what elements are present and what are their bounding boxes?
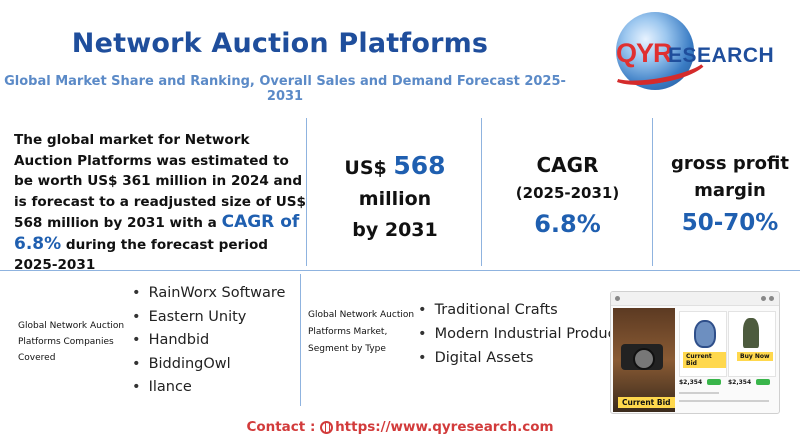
list-item: Traditional Crafts	[418, 298, 629, 322]
cagr-stat: CAGR (2025-2031) 6.8%	[485, 150, 650, 242]
stat-cagr-label: CAGR	[536, 153, 599, 177]
list-item: RainWorx Software	[132, 282, 286, 306]
globe-icon	[320, 421, 334, 434]
list-item: Handbid	[132, 329, 285, 353]
stat-margin-label-1: gross profit	[671, 153, 789, 174]
product-card: Buy Now	[728, 311, 776, 377]
contact-label: Contact :	[246, 419, 316, 435]
divider	[0, 270, 800, 271]
stat-cagr-value: 6.8%	[534, 210, 601, 238]
statue-icon	[743, 318, 759, 348]
text-line	[679, 392, 719, 394]
card-tag: Current Bid	[683, 352, 726, 368]
card-tag: Buy Now	[737, 352, 773, 361]
page-title: Network Auction Platforms	[71, 28, 489, 59]
qyresearch-logo: QYR ESEARCH	[608, 8, 800, 94]
segment-types-list: Traditional Crafts Modern Industrial Pro…	[418, 298, 629, 370]
stat-size-unit: million	[358, 188, 432, 210]
list-item: Digital Assets	[418, 346, 629, 370]
stat-size-year: by 2031	[352, 219, 438, 241]
list-item: BiddingOwl	[132, 353, 285, 377]
market-summary: The global market for Network Auction Pl…	[14, 130, 306, 276]
list-item: Eastern Unity	[132, 306, 285, 330]
globe-icon	[616, 12, 694, 90]
market-size-stat: US$ 568 million by 2031	[320, 150, 470, 246]
companies-label: Global Network Auction Platforms Compani…	[18, 321, 125, 363]
stat-size-value: 568	[393, 151, 446, 180]
stat-cagr-period: (2025-2031)	[515, 184, 620, 202]
summary-text: The global market for Network Auction Pl…	[14, 132, 307, 231]
page-subtitle: Global Market Share and Ranking, Overall…	[4, 74, 566, 104]
camera-lens-icon	[633, 348, 655, 370]
divider	[652, 118, 653, 266]
divider	[306, 118, 307, 266]
segment-label: Global Network Auction Platforms Market,…	[308, 310, 415, 354]
window-dot-icon	[769, 296, 774, 301]
hero-image: Current Bid	[613, 308, 675, 412]
window-dot-icon	[761, 296, 766, 301]
bid-button	[707, 379, 721, 385]
text-line	[679, 400, 769, 402]
gross-margin-stat: gross profit margin 50-70%	[660, 150, 800, 242]
hero-tag: Current Bid	[618, 397, 675, 408]
stat-size-prefix: US$	[344, 157, 387, 179]
logo-text-esearch: ESEARCH	[668, 44, 775, 67]
price-label: $2,354	[728, 379, 752, 386]
price-label: $2,354	[679, 379, 703, 386]
contact-line: Contact : https://www.qyresearch.com	[0, 419, 800, 435]
logo-text-qyr: QYR	[616, 38, 673, 68]
product-card: Current Bid	[679, 311, 727, 377]
bid-button	[756, 379, 770, 385]
summary-cagr-highlight: CAGR of 6.8%	[14, 212, 300, 254]
browser-bar	[611, 292, 779, 306]
auction-site-screenshot: Current Bid Current Bid Buy Now $2,354 $…	[610, 291, 780, 414]
stat-margin-label-2: margin	[694, 180, 766, 201]
divider	[300, 274, 301, 406]
vase-icon	[694, 320, 716, 348]
divider	[481, 118, 482, 266]
window-dot-icon	[615, 296, 620, 301]
stat-margin-value: 50-70%	[681, 210, 779, 236]
list-item: Modern Industrial Products	[418, 322, 629, 346]
contact-url[interactable]: https://www.qyresearch.com	[335, 419, 554, 435]
list-item: Ilance	[132, 376, 285, 400]
summary-text-end: during the forecast period 2025-2031	[14, 236, 269, 274]
companies-list: RainWorx Software Eastern Unity Handbid …	[132, 282, 286, 400]
